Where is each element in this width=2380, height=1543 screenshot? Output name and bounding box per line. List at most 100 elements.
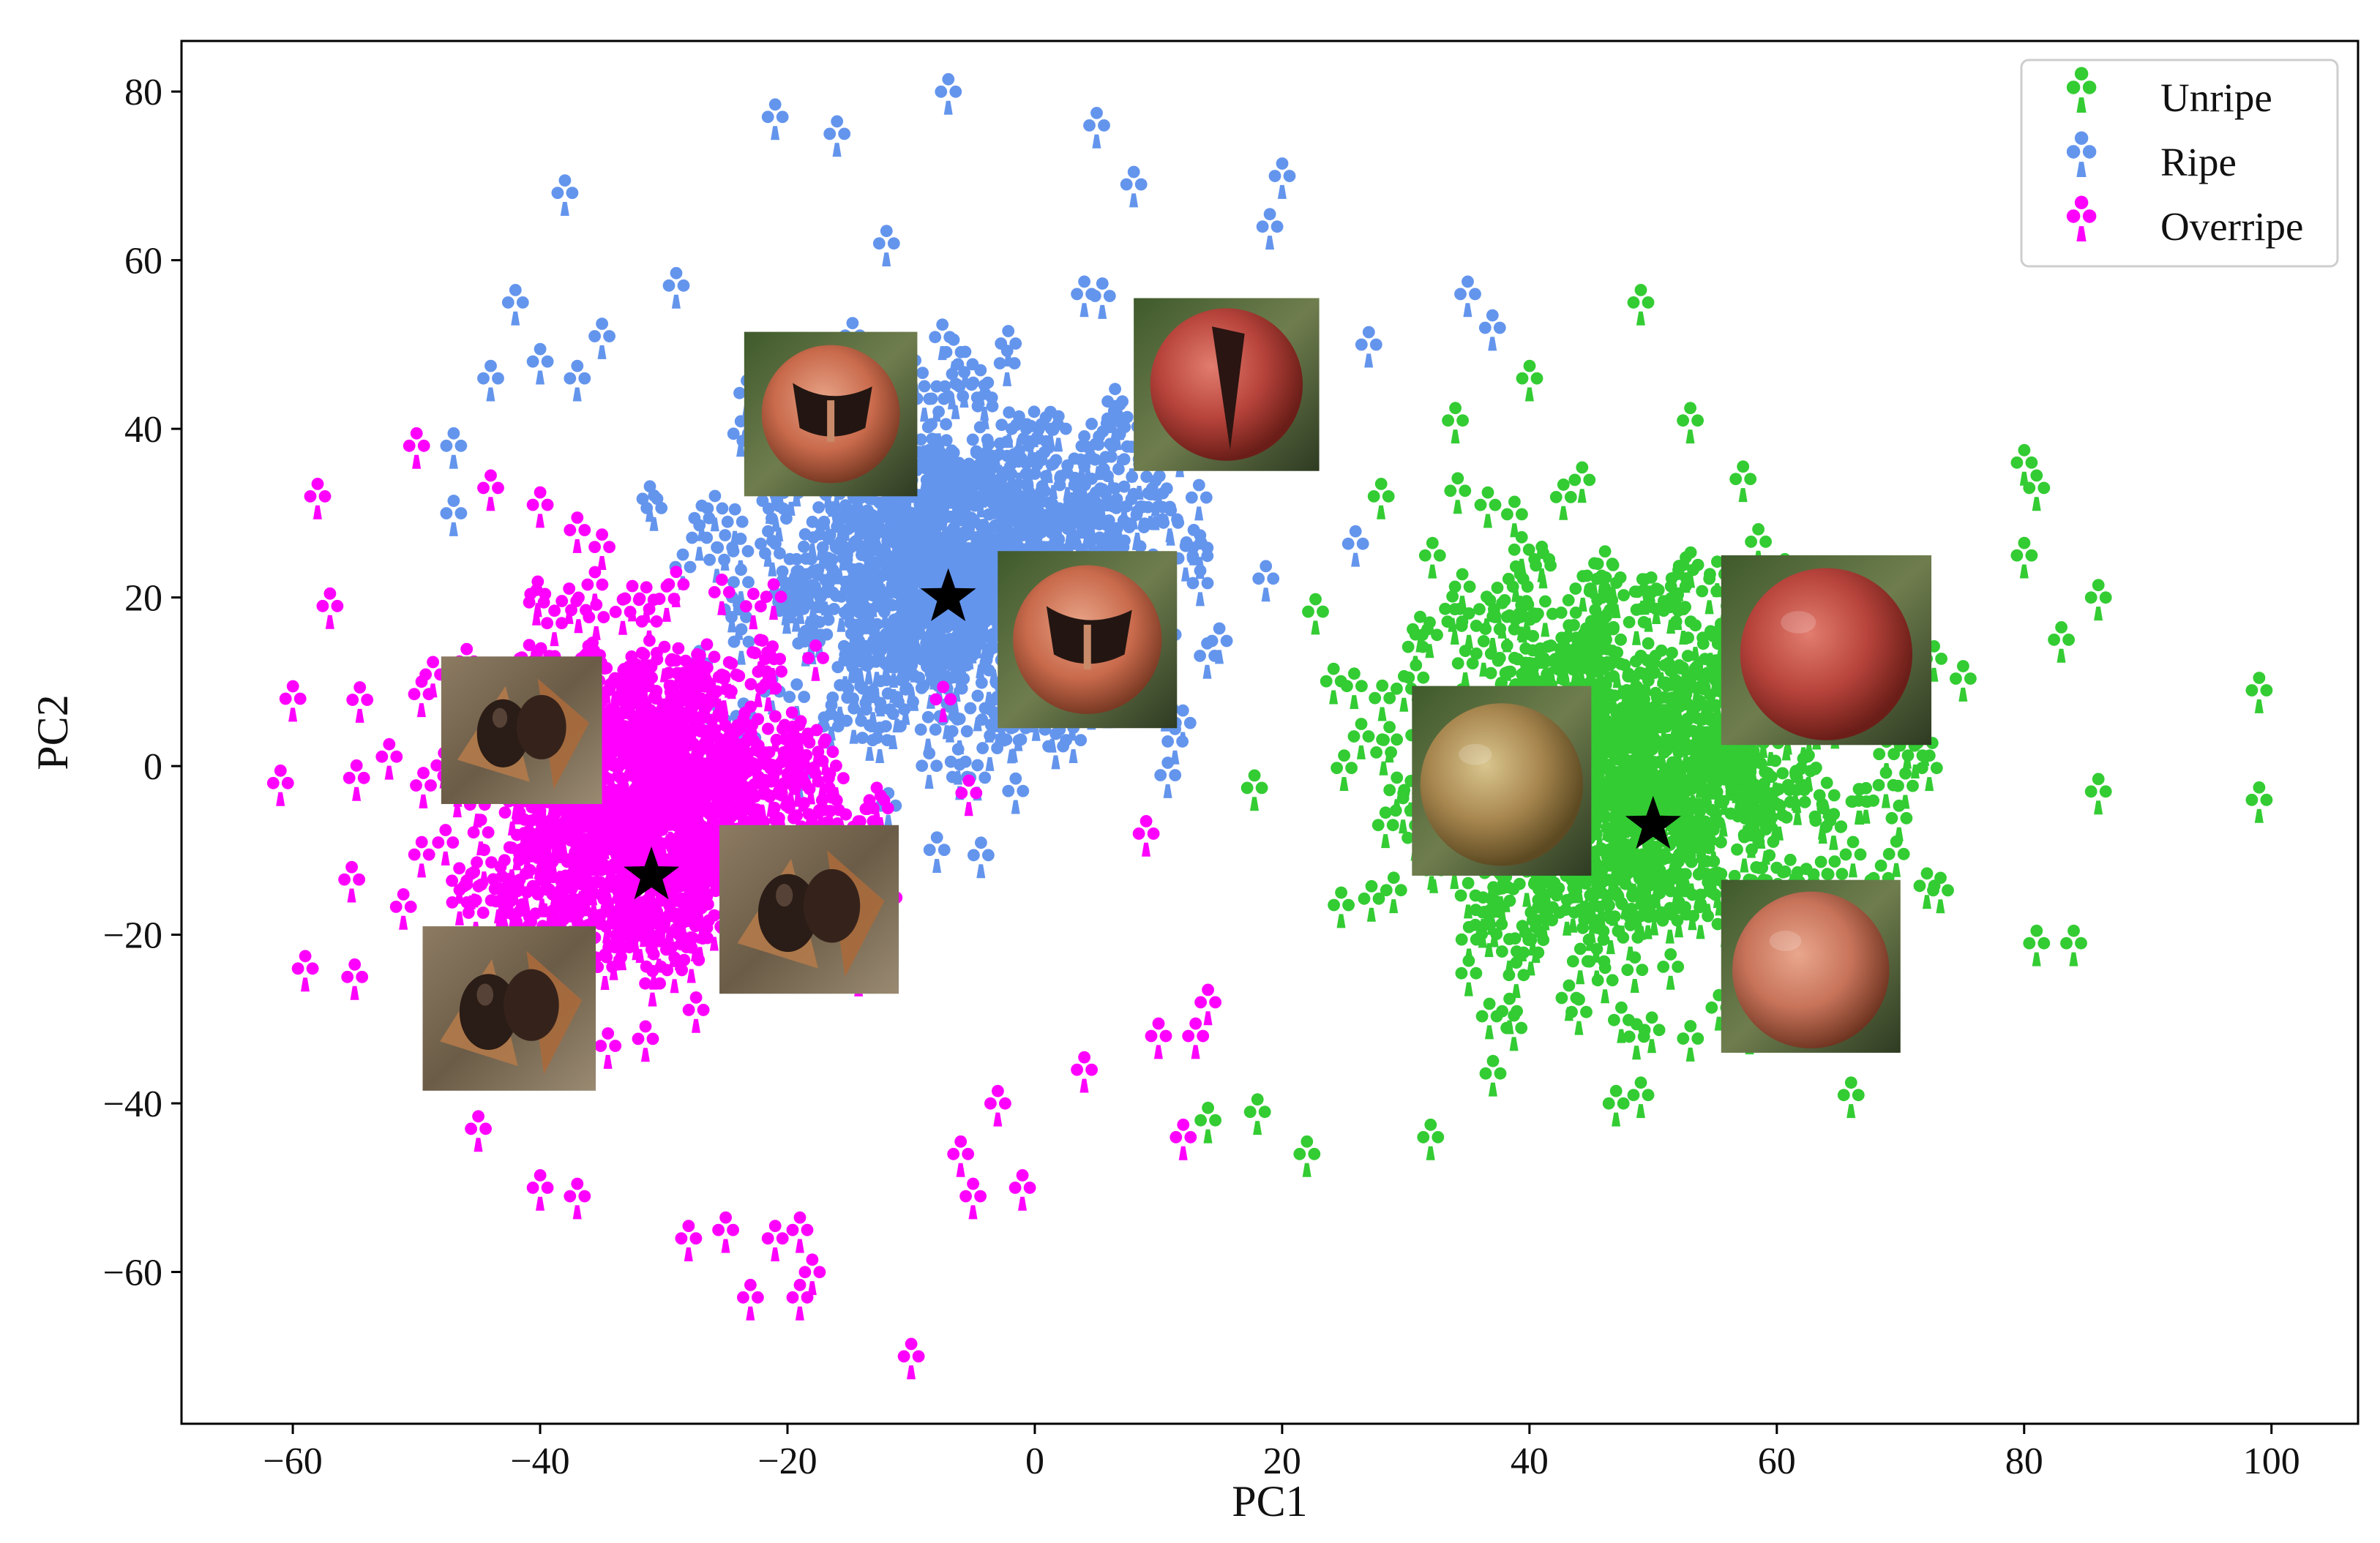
- point-unripe: [1612, 757, 1639, 799]
- point-ripe: [440, 495, 468, 536]
- point-overripe: [737, 1278, 764, 1321]
- point-ripe: [971, 387, 999, 429]
- inset-overripe-fruit-2: [719, 825, 899, 994]
- point-ripe: [938, 367, 966, 410]
- point-ripe: [831, 508, 858, 550]
- point-overripe: [316, 587, 344, 629]
- centroid-overripe: [624, 846, 680, 900]
- point-ripe: [1017, 517, 1044, 558]
- point-unripe: [1240, 769, 1268, 811]
- point-unripe: [1372, 806, 1399, 849]
- point-unripe: [1653, 743, 1680, 786]
- inset-unripe-fruit-3: [1721, 879, 1901, 1053]
- point-unripe: [1585, 612, 1613, 655]
- point-unripe: [1666, 803, 1694, 845]
- point-overripe: [675, 1220, 703, 1261]
- point-ripe: [842, 669, 869, 712]
- point-overripe: [682, 991, 710, 1033]
- point-ripe: [924, 440, 952, 482]
- point-overripe: [477, 469, 504, 511]
- point-overripe: [563, 841, 591, 882]
- point-overripe: [279, 680, 307, 722]
- point-overripe: [897, 1337, 925, 1380]
- point-overripe: [343, 759, 370, 801]
- point-ripe: [1037, 405, 1064, 448]
- point-unripe: [1455, 954, 1483, 996]
- point-unripe: [1839, 836, 1867, 878]
- point-unripe: [1636, 838, 1664, 880]
- point-ripe: [993, 345, 1021, 386]
- point-ripe: [798, 515, 826, 557]
- point-ripe: [1256, 208, 1284, 250]
- centroid-stars: [624, 568, 1681, 900]
- point-unripe: [1455, 607, 1483, 649]
- x-tick-label: 80: [2005, 1441, 2043, 1482]
- point-ripe: [913, 517, 941, 560]
- point-unripe: [1454, 876, 1482, 919]
- point-overripe: [760, 578, 787, 620]
- point-unripe: [1341, 667, 1368, 710]
- point-ripe: [1142, 474, 1170, 517]
- point-overripe: [457, 867, 485, 909]
- point-unripe: [1669, 840, 1696, 882]
- point-unripe: [1700, 823, 1727, 866]
- point-unripe: [1683, 664, 1710, 706]
- point-ripe: [892, 683, 919, 725]
- inset-ripe-fruit-open-2: [998, 551, 1178, 729]
- point-unripe: [1302, 593, 1329, 635]
- legend-marker-unripe: [2066, 67, 2097, 113]
- point-unripe: [2010, 536, 2038, 579]
- point-unripe: [1376, 721, 1403, 763]
- point-ripe: [711, 529, 739, 571]
- point-unripe: [1687, 747, 1715, 789]
- point-unripe: [1696, 572, 1724, 615]
- point-ripe: [1185, 478, 1213, 521]
- x-tick-label: −20: [757, 1441, 817, 1482]
- point-ripe: [761, 98, 789, 140]
- point-unripe: [1500, 1009, 1528, 1051]
- point-unripe: [1638, 1011, 1666, 1054]
- point-unripe: [1448, 568, 1476, 610]
- point-ripe: [1478, 309, 1506, 351]
- point-ripe: [916, 747, 943, 789]
- point-overripe: [346, 681, 374, 723]
- point-overripe: [618, 667, 645, 710]
- point-overripe: [679, 767, 707, 810]
- point-ripe: [1044, 410, 1072, 452]
- point-ripe: [914, 710, 942, 753]
- point-unripe: [1628, 573, 1656, 615]
- point-unripe: [1496, 933, 1523, 975]
- point-overripe: [517, 814, 545, 856]
- plot-frame: [180, 40, 2360, 1425]
- point-unripe: [1625, 890, 1653, 932]
- point-ripe: [1154, 757, 1182, 798]
- point-unripe: [1637, 571, 1665, 613]
- point-unripe: [1885, 799, 1913, 841]
- point-unripe: [1677, 402, 1704, 444]
- point-unripe: [1607, 658, 1635, 699]
- point-overripe: [564, 1177, 591, 1220]
- point-unripe: [1479, 1054, 1507, 1097]
- point-unripe: [2060, 924, 2087, 966]
- point-ripe: [588, 318, 615, 359]
- point-ripe: [1120, 165, 1148, 208]
- point-overripe: [929, 680, 957, 723]
- point-unripe: [1489, 882, 1516, 924]
- point-unripe: [1367, 478, 1395, 519]
- point-ripe: [1157, 504, 1185, 546]
- point-unripe: [1915, 749, 1943, 792]
- point-overripe: [984, 1084, 1011, 1127]
- point-overripe: [698, 748, 726, 790]
- point-ripe: [1059, 492, 1086, 534]
- point-ripe: [899, 533, 927, 575]
- point-overripe: [863, 781, 891, 824]
- point-overripe: [410, 767, 437, 808]
- point-overripe: [629, 647, 656, 688]
- point-overripe: [564, 511, 591, 553]
- point-unripe: [1677, 1020, 1704, 1062]
- point-unripe: [1418, 536, 1446, 579]
- point-unripe: [1347, 718, 1375, 759]
- point-ripe: [1120, 487, 1148, 530]
